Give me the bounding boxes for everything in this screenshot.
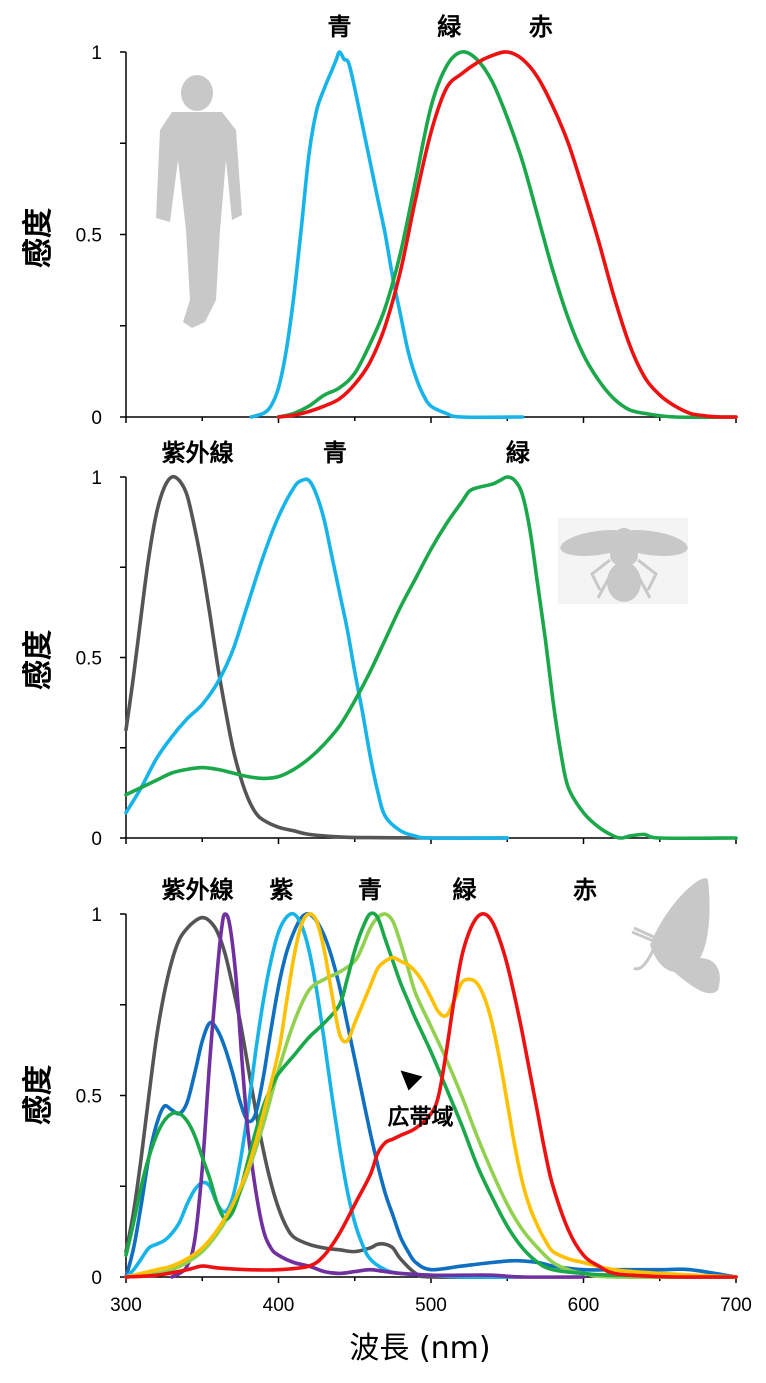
broadband-annotation: 広帯域 [388,1104,454,1130]
y-tick-label: 0.5 [76,649,102,670]
curve-label: 青 [323,439,347,467]
x-tick-label: 700 [720,1295,752,1316]
curve-label: 赤 [529,13,553,41]
x-tick-label: 500 [415,1295,447,1316]
series-line-light-blue [124,477,510,840]
series-line-light-blue [124,911,525,1279]
curve-label: 緑 [453,876,478,904]
panel-bee: 0 0.5 1 感度 紫外線 青 緑 [21,439,738,850]
curve-label: 赤 [573,876,597,904]
y-tick-label: 1 [91,468,102,489]
human-silhouette-icon [156,75,242,328]
y-tick-label: 1 [91,905,102,926]
series-line-yellow [124,912,738,1279]
y-tick-label: 0 [91,408,102,429]
curve-label: 緑 [437,13,462,41]
series-line-green [124,475,738,841]
x-tick-label: 300 [110,1295,142,1316]
curve-label: 紫外線 [162,876,234,904]
series-line-light-blue [249,50,525,420]
series-line-gray [124,474,510,840]
x-axis-title: 波長 (nm) [349,1331,490,1366]
series-line-red [276,50,738,419]
y-tick-label: 0 [91,1268,102,1289]
y-axis-label: 感度 [21,208,56,268]
curve-label: 紫外線 [162,439,234,467]
y-tick-label: 0.5 [76,226,102,247]
series-line-red [124,912,738,1279]
butterfly-silhouette-icon [631,878,720,994]
bee-silhouette-icon [558,518,688,604]
y-tick-label: 0.5 [76,1087,102,1108]
series-line-purple [170,912,586,1279]
x-tick-label: 600 [568,1295,600,1316]
x-tick-label: 400 [263,1295,295,1316]
curve-label: 緑 [506,439,531,467]
y-tick-label: 1 [91,43,102,64]
y-axis-label: 感度 [21,1065,56,1125]
curve-label: 青 [358,876,382,904]
y-tick-label: 0 [91,829,102,850]
panel-human: 0 0.5 1 感度 青 緑 赤 [21,13,738,429]
curve-label: 紫 [270,876,294,904]
curve-label: 青 [328,13,352,41]
series-line-green [276,49,738,420]
annotation-arrow-icon [400,1070,423,1091]
y-axis-label: 感度 [21,630,56,690]
series-line-green [124,911,738,1279]
